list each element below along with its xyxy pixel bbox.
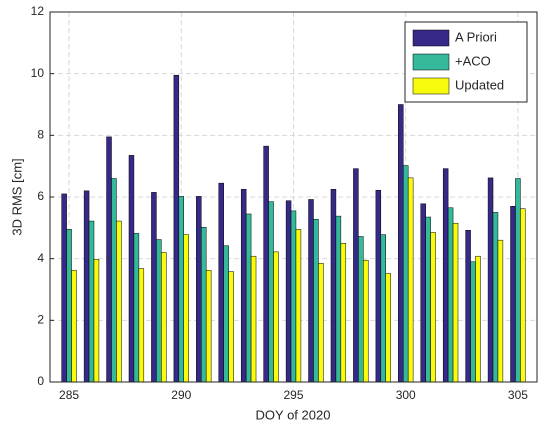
bar	[353, 168, 359, 383]
bar	[330, 189, 337, 383]
bar	[183, 234, 189, 383]
bar	[263, 145, 269, 383]
bar	[487, 177, 494, 383]
bar	[318, 263, 324, 383]
bar	[430, 232, 436, 383]
y-tick-label: 2	[37, 313, 44, 327]
bar	[295, 229, 302, 383]
bar	[510, 206, 516, 383]
bar	[335, 215, 342, 383]
bar	[290, 210, 297, 383]
y-tick-label: 0	[37, 374, 44, 388]
bar	[93, 259, 100, 383]
bar	[133, 233, 140, 383]
bar	[116, 220, 122, 383]
bar	[61, 193, 67, 383]
bar	[156, 239, 162, 383]
bar	[250, 255, 257, 383]
bar	[223, 245, 229, 383]
bar	[375, 189, 382, 383]
bar	[425, 216, 431, 383]
bar	[88, 220, 95, 383]
bar	[218, 182, 224, 383]
bar	[111, 178, 117, 383]
bar	[245, 213, 252, 383]
bar	[201, 226, 207, 383]
bar	[205, 270, 212, 383]
bar	[161, 252, 167, 383]
bar	[313, 218, 319, 383]
bar	[492, 212, 499, 383]
y-tick-label: 10	[31, 66, 45, 80]
bar	[442, 168, 449, 383]
legend-label: +ACO	[455, 53, 491, 68]
x-tick-label: 290	[171, 388, 191, 402]
legend-swatch	[412, 29, 450, 47]
bar	[66, 229, 72, 383]
bar	[273, 251, 279, 383]
bar	[138, 268, 145, 383]
bar	[402, 165, 409, 383]
legend-label: A Priori	[455, 29, 497, 44]
bar	[475, 255, 481, 383]
bar	[268, 201, 274, 383]
bar	[128, 155, 135, 383]
y-tick-label: 12	[31, 4, 45, 18]
x-tick-label: 285	[59, 388, 79, 402]
bar	[71, 270, 77, 383]
bar	[420, 203, 426, 383]
bar	[385, 273, 391, 383]
x-tick-label: 300	[396, 388, 416, 402]
legend-swatch	[412, 53, 450, 71]
bar	[285, 200, 292, 383]
bar	[465, 230, 471, 383]
bar	[452, 222, 459, 383]
bar	[470, 261, 476, 383]
bar	[196, 196, 202, 383]
bar	[358, 236, 364, 383]
bar	[240, 189, 247, 383]
y-axis-label: 3D RMS [cm]	[9, 158, 24, 235]
bar	[380, 234, 386, 383]
bar	[340, 243, 347, 383]
axes-box	[49, 11, 538, 383]
y-tick-label: 8	[37, 128, 44, 142]
bar	[308, 199, 314, 383]
legend: A Priori +ACO Updated	[404, 21, 528, 103]
legend-swatch	[412, 77, 450, 95]
bar	[398, 104, 404, 383]
bar	[407, 177, 414, 383]
bar	[520, 208, 526, 383]
y-tick-label: 6	[37, 189, 44, 203]
bar	[363, 259, 369, 383]
x-tick-label: 305	[508, 388, 528, 402]
bar	[173, 74, 180, 383]
x-tick-label: 295	[283, 388, 303, 402]
x-axis-label: DOY of 2020	[256, 407, 331, 422]
bar	[228, 271, 234, 383]
bar	[178, 196, 185, 383]
bar	[83, 190, 90, 383]
bar	[515, 178, 521, 383]
y-tick-label: 4	[37, 251, 44, 265]
bar	[106, 136, 112, 383]
bar	[447, 207, 454, 383]
bar	[151, 192, 157, 383]
bar	[497, 239, 504, 383]
legend-label: Updated	[455, 77, 504, 92]
